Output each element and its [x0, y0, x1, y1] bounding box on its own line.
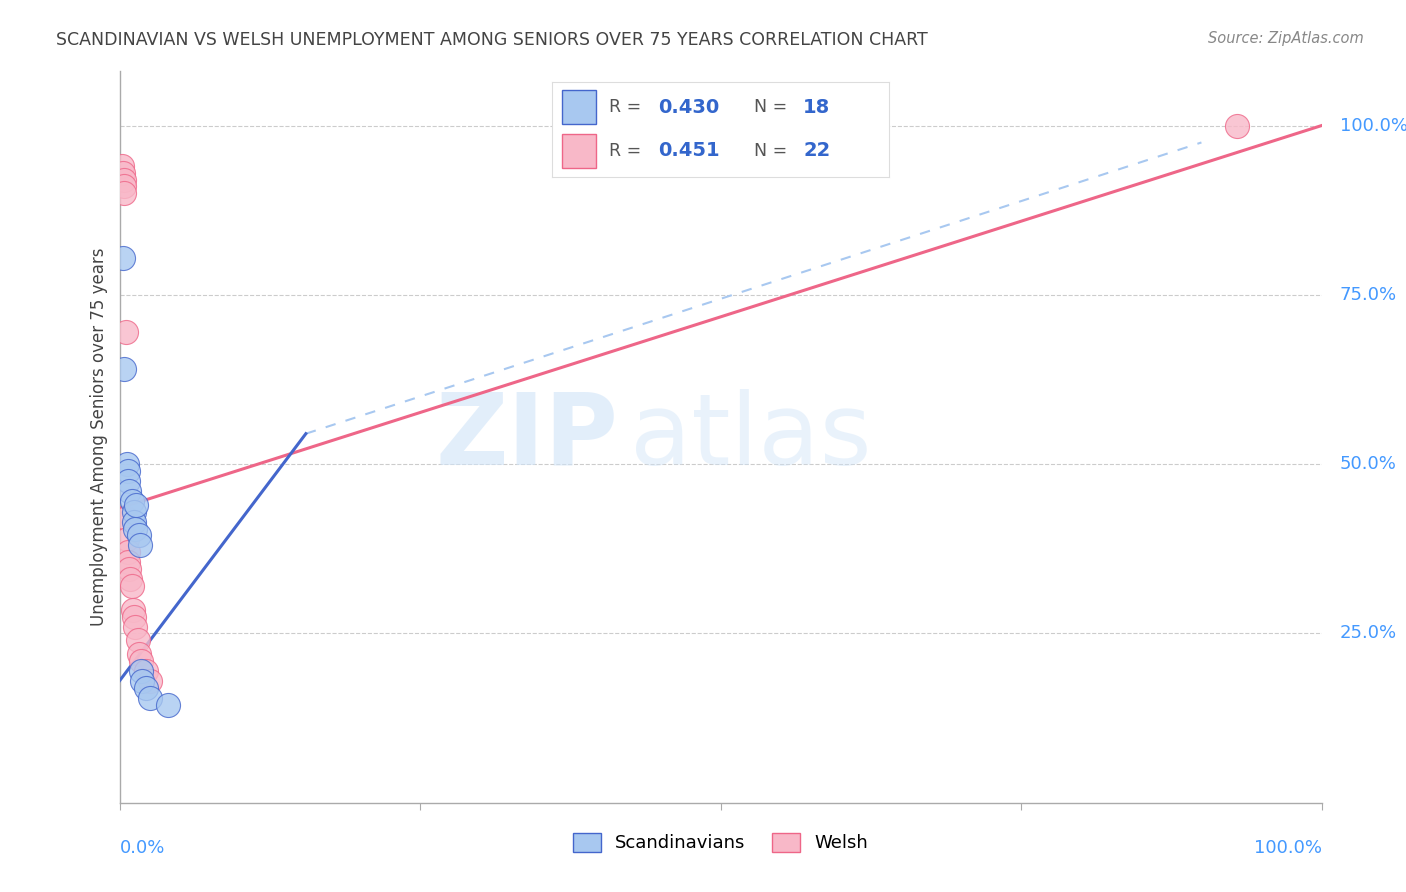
Text: 100.0%: 100.0% — [1254, 839, 1322, 857]
Point — [114, 325, 136, 339]
Point — [127, 633, 149, 648]
Point — [129, 538, 152, 552]
Point — [124, 620, 146, 634]
Point — [117, 555, 139, 569]
Point — [135, 664, 157, 678]
Point — [121, 579, 143, 593]
Point — [125, 498, 148, 512]
Point — [112, 186, 135, 201]
Point — [118, 484, 141, 499]
Point — [138, 673, 160, 688]
Y-axis label: Unemployment Among Seniors over 75 years: Unemployment Among Seniors over 75 years — [90, 248, 108, 626]
Text: 100.0%: 100.0% — [1340, 117, 1406, 135]
Text: atlas: atlas — [630, 389, 872, 485]
Point — [112, 172, 135, 186]
Point — [138, 690, 160, 705]
Point — [118, 562, 141, 576]
Point — [122, 609, 145, 624]
Point — [121, 603, 143, 617]
Point — [129, 664, 152, 678]
Point — [120, 572, 142, 586]
Point — [122, 505, 145, 519]
Point — [115, 457, 138, 471]
Point — [128, 647, 150, 661]
Text: 0.0%: 0.0% — [120, 839, 165, 857]
Text: SCANDINAVIAN VS WELSH UNEMPLOYMENT AMONG SENIORS OVER 75 YEARS CORRELATION CHART: SCANDINAVIAN VS WELSH UNEMPLOYMENT AMONG… — [56, 31, 928, 49]
Point — [112, 179, 135, 194]
Point — [115, 532, 138, 546]
Point — [129, 654, 152, 668]
Point — [156, 698, 179, 712]
Text: 25.0%: 25.0% — [1340, 624, 1396, 642]
Point — [112, 251, 135, 265]
Text: 50.0%: 50.0% — [1340, 455, 1396, 473]
Point — [131, 673, 153, 688]
Point — [117, 474, 139, 488]
Text: ZIP: ZIP — [436, 389, 619, 485]
Point — [121, 494, 143, 508]
Point — [111, 159, 134, 173]
Legend: Scandinavians, Welsh: Scandinavians, Welsh — [567, 826, 875, 860]
Point — [117, 545, 139, 559]
Point — [114, 511, 136, 525]
Text: 75.0%: 75.0% — [1340, 285, 1396, 304]
Point — [128, 528, 150, 542]
Text: Source: ZipAtlas.com: Source: ZipAtlas.com — [1208, 31, 1364, 46]
Point — [112, 362, 135, 376]
Point — [117, 464, 139, 478]
Point — [124, 521, 146, 535]
Point — [135, 681, 157, 695]
Point — [112, 166, 135, 180]
Point — [122, 515, 145, 529]
Point — [1226, 119, 1249, 133]
